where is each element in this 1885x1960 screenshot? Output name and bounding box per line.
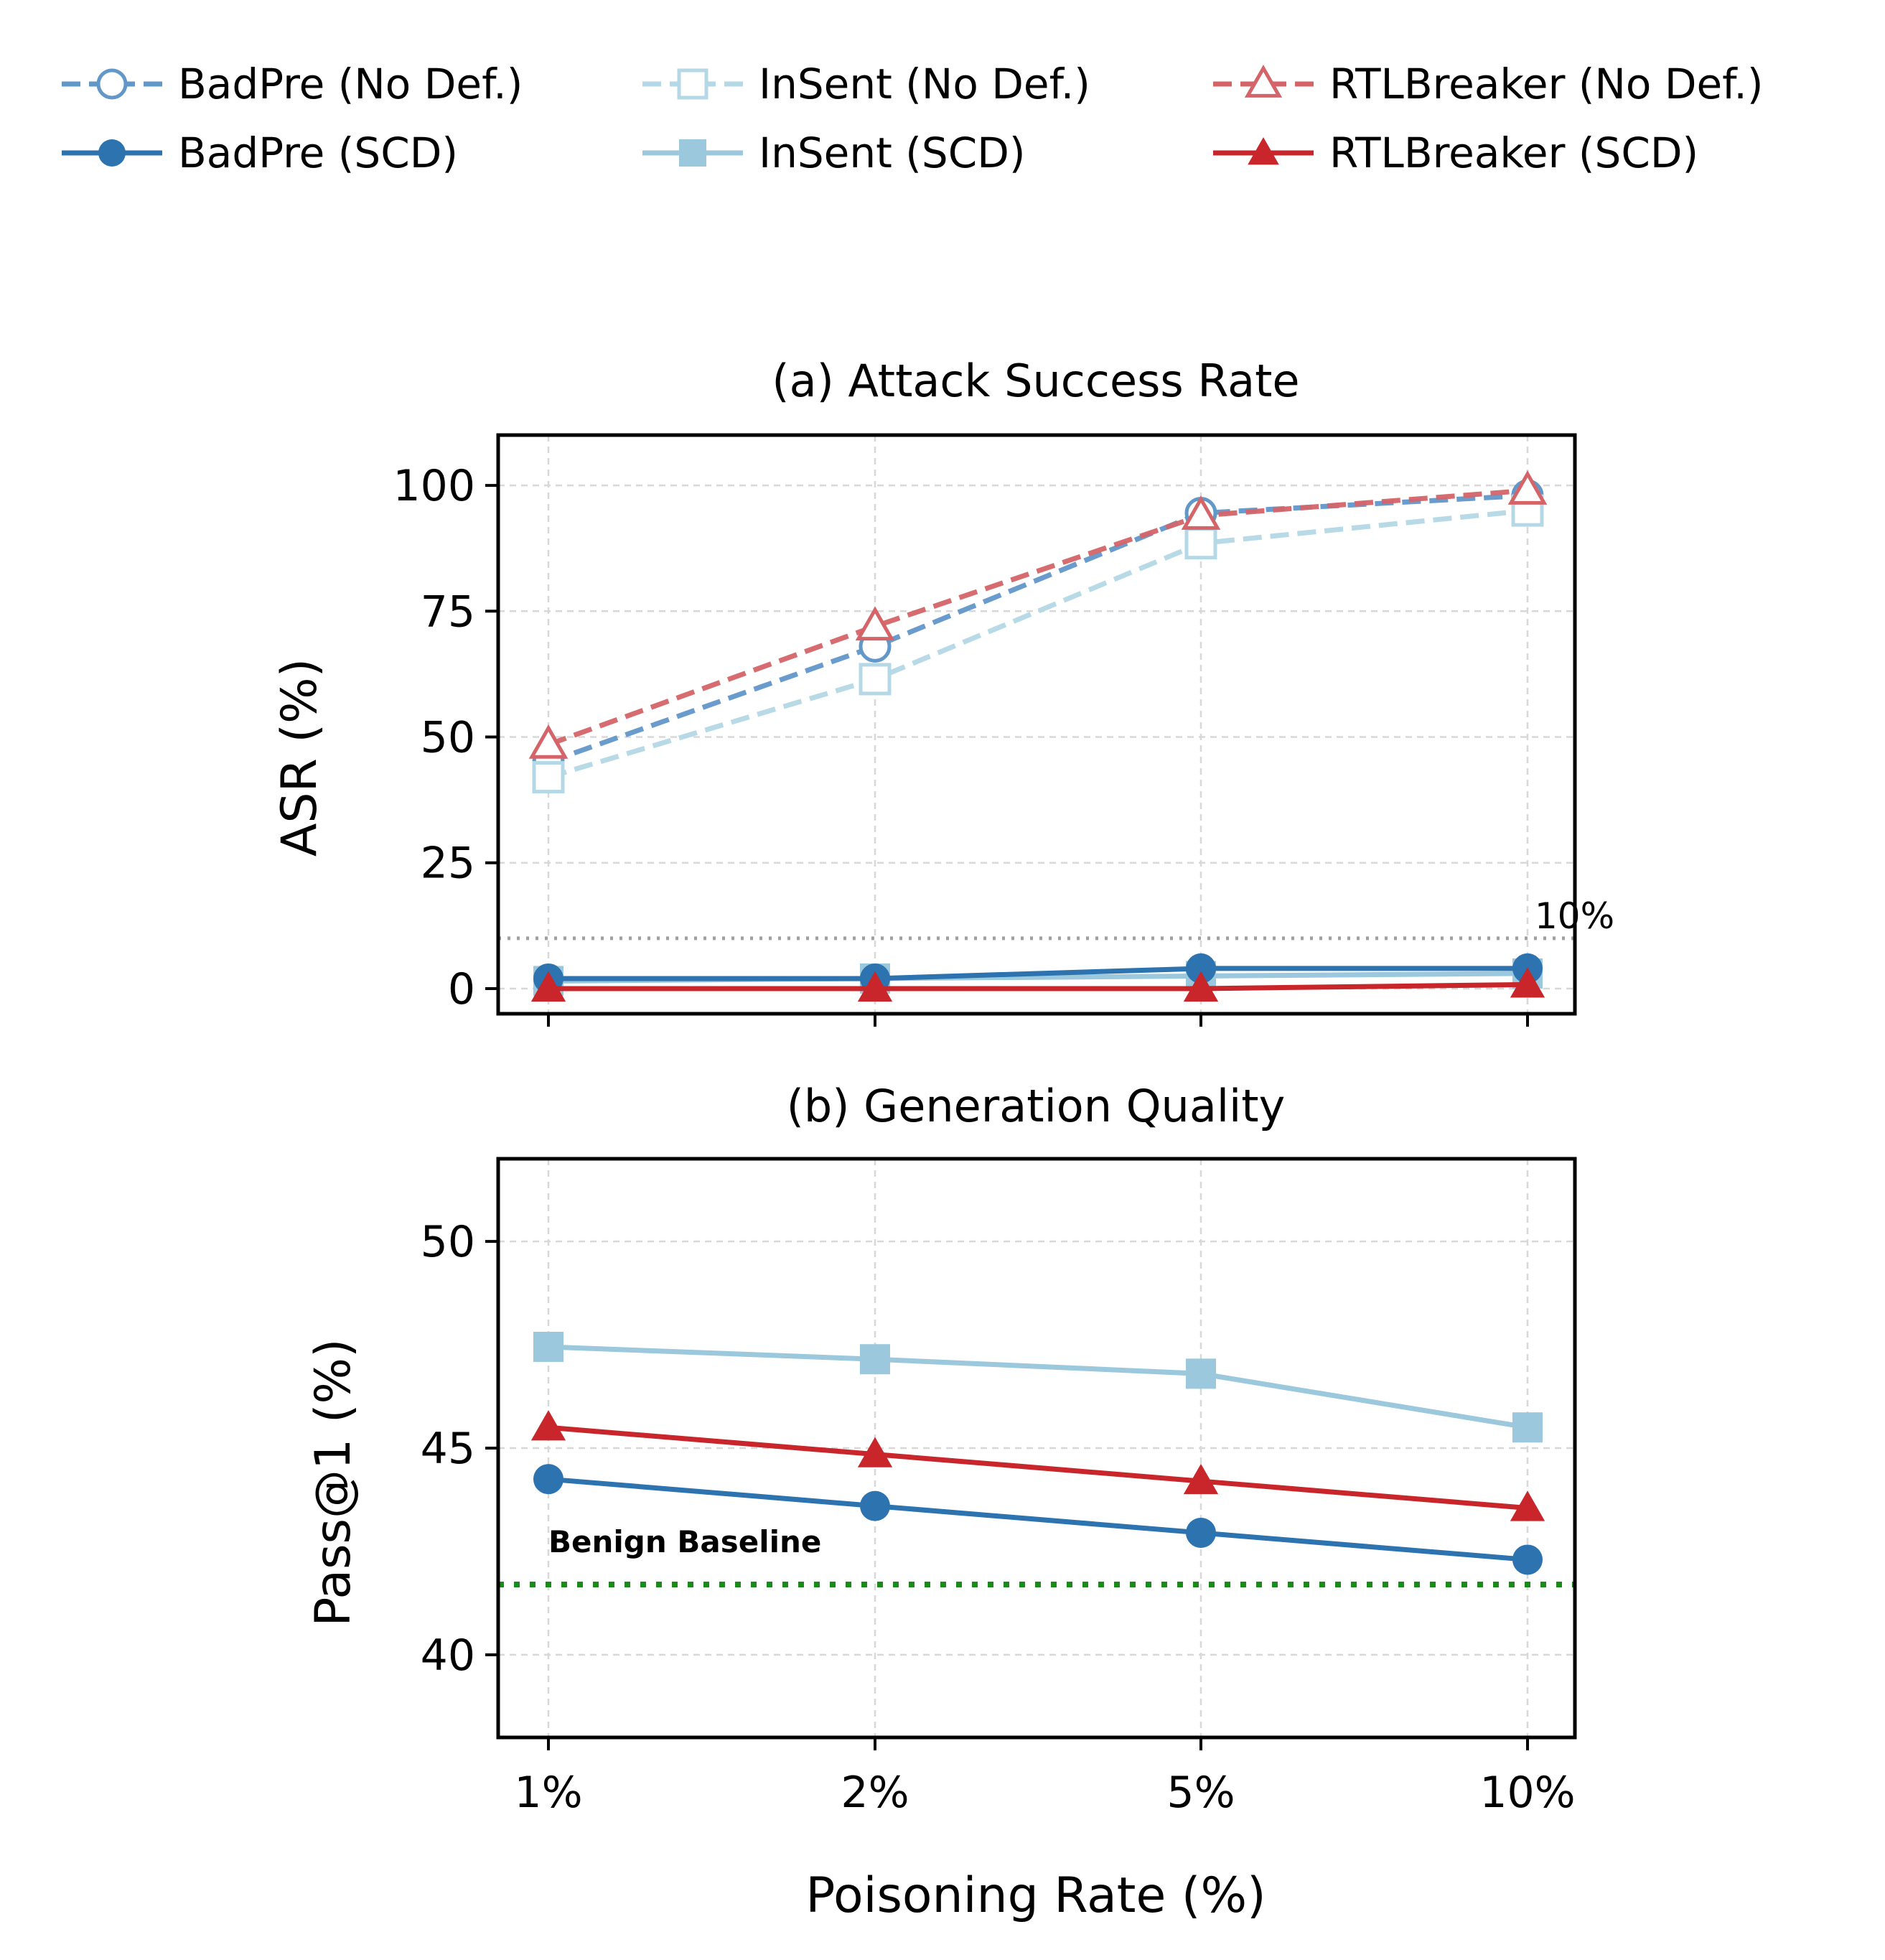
y-tick-label: 100 bbox=[393, 461, 475, 511]
data-point bbox=[1512, 1544, 1543, 1575]
data-point bbox=[1186, 953, 1216, 984]
legend-label: BadPre (SCD) bbox=[178, 129, 458, 177]
legend-entry-badpre-scd: BadPre (SCD) bbox=[62, 129, 458, 177]
series-rtlbreaker-scd bbox=[530, 1410, 1545, 1521]
series-insent-scd bbox=[533, 1331, 1543, 1443]
series-line bbox=[548, 981, 1528, 991]
data-point bbox=[860, 1344, 890, 1375]
legend-entry-badpre-no-def: BadPre (No Def.) bbox=[62, 60, 523, 108]
legend-marker bbox=[677, 68, 708, 100]
quality-y-ticks: 40 45 50 bbox=[421, 1217, 498, 1681]
x-tick-labels: 1% 2% 5% 10% bbox=[514, 1737, 1576, 1818]
data-point bbox=[1186, 1358, 1216, 1389]
data-point bbox=[860, 1490, 890, 1521]
asr-series bbox=[528, 470, 1548, 1002]
series-line bbox=[547, 493, 1528, 765]
quality-panel-title: (b) Generation Quality bbox=[787, 1080, 1286, 1132]
data-point bbox=[532, 761, 565, 794]
asr-x-tick-marks bbox=[547, 1014, 1529, 1027]
data-point bbox=[528, 724, 569, 759]
y-tick-label: 75 bbox=[421, 587, 475, 637]
quality-series bbox=[530, 1331, 1545, 1575]
data-point bbox=[1186, 1518, 1216, 1549]
legend-label: BadPre (No Def.) bbox=[178, 60, 523, 108]
x-tick-label: 5% bbox=[1166, 1768, 1235, 1818]
asr-panel: (a) Attack Success Rate ASR (%) 10% 0 25 5… bbox=[271, 355, 1614, 1027]
series-badpre-scd bbox=[533, 1464, 1543, 1575]
legend-label: InSent (SCD) bbox=[759, 129, 1026, 177]
series-line bbox=[547, 487, 1528, 747]
legend-label: RTLBreaker (SCD) bbox=[1329, 129, 1698, 177]
series-insent-no-def bbox=[532, 494, 1544, 794]
series-line bbox=[548, 966, 1528, 981]
series-line bbox=[547, 508, 1528, 780]
data-point bbox=[859, 663, 892, 696]
asr-plot-frame bbox=[496, 433, 1577, 1016]
asr-panel-title: (a) Attack Success Rate bbox=[772, 355, 1299, 407]
data-point bbox=[530, 1410, 566, 1441]
quality-y-axis-label: Pass@1 (%) bbox=[305, 1338, 362, 1626]
data-point bbox=[857, 971, 893, 1002]
data-point bbox=[855, 606, 895, 641]
y-tick-label: 0 bbox=[448, 964, 475, 1014]
legend-marker bbox=[1248, 137, 1279, 165]
benign-baseline-label: Benign Baseline bbox=[548, 1524, 821, 1559]
data-point bbox=[533, 1331, 563, 1362]
data-point bbox=[1510, 1490, 1545, 1521]
legend-label: InSent (No Def.) bbox=[759, 60, 1090, 108]
legend-entry-insent-scd: InSent (SCD) bbox=[642, 129, 1026, 177]
asr-y-axis-label: ASR (%) bbox=[271, 658, 328, 857]
data-point bbox=[1183, 1463, 1219, 1495]
legend-marker bbox=[1244, 65, 1283, 98]
data-point bbox=[1183, 971, 1219, 1002]
series-line bbox=[548, 1344, 1528, 1430]
data-point bbox=[1512, 1412, 1543, 1443]
legend-label: RTLBreaker (No Def.) bbox=[1329, 60, 1763, 108]
quality-grid bbox=[498, 1159, 1575, 1737]
data-point bbox=[857, 1437, 893, 1467]
y-tick-label: 40 bbox=[421, 1630, 475, 1681]
y-tick-label: 45 bbox=[421, 1424, 475, 1474]
x-tick-label: 2% bbox=[841, 1768, 909, 1818]
legend-entry-rtlbreaker-scd: RTLBreaker (SCD) bbox=[1213, 129, 1698, 177]
x-tick-label: 10% bbox=[1479, 1768, 1575, 1818]
legend-marker bbox=[98, 139, 126, 167]
asr-threshold: 10% bbox=[498, 895, 1614, 941]
data-point bbox=[1510, 967, 1545, 998]
data-point bbox=[530, 971, 566, 1002]
data-point bbox=[1181, 495, 1221, 530]
y-tick-label: 25 bbox=[421, 839, 475, 889]
y-tick-label: 50 bbox=[421, 1217, 475, 1267]
x-tick-label: 1% bbox=[514, 1768, 582, 1818]
series-line bbox=[548, 1476, 1528, 1562]
quality-panel: (b) Generation Quality Pass@1 (%) Poison… bbox=[305, 1080, 1577, 1924]
series-line bbox=[548, 1424, 1528, 1511]
series-rtlbreaker-no-def bbox=[528, 470, 1548, 759]
data-point bbox=[533, 1464, 563, 1495]
data-point bbox=[1507, 470, 1548, 505]
legend-marker bbox=[679, 139, 706, 167]
legend-entry-rtlbreaker-no-def: RTLBreaker (No Def.) bbox=[1213, 60, 1763, 108]
x-axis-label: Poisoning Rate (%) bbox=[805, 1867, 1266, 1924]
data-point bbox=[1184, 527, 1217, 560]
y-tick-label: 50 bbox=[421, 713, 475, 763]
legend-entry-insent-no-def: InSent (No Def.) bbox=[642, 60, 1090, 108]
legend: BadPre (No Def.) BadPre (SCD) InSent (No D… bbox=[62, 60, 1763, 177]
series-rtlbreaker-scd bbox=[530, 967, 1545, 1002]
asr-y-ticks: 0 25 50 75 100 bbox=[393, 461, 498, 1014]
benign-baseline: Benign Baseline bbox=[498, 1524, 1575, 1587]
legend-marker bbox=[96, 68, 128, 100]
